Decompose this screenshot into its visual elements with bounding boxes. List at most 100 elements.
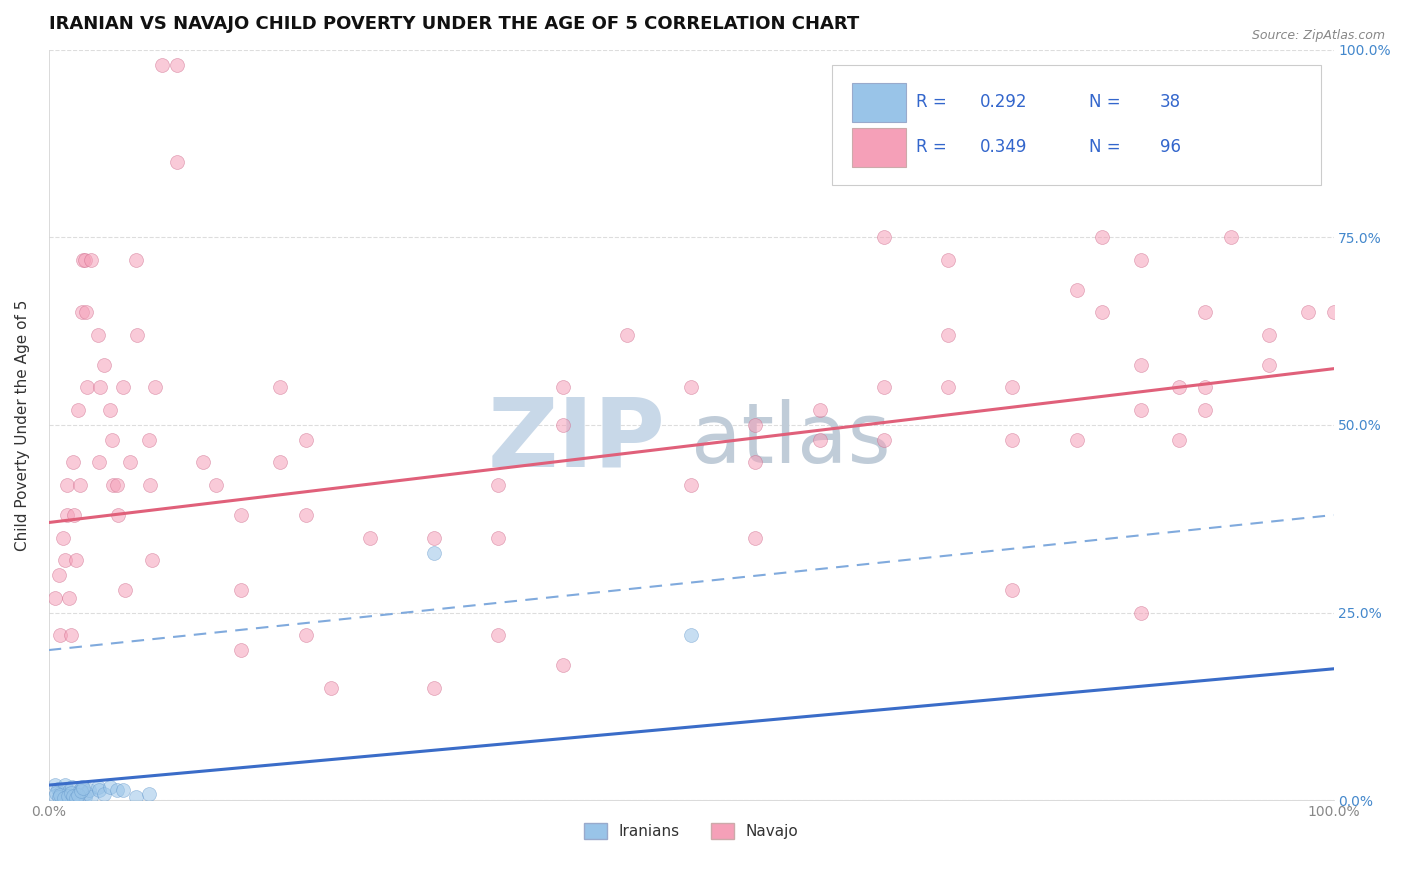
Point [65, 553, 87, 567]
Point [100, 433, 122, 447]
Point [1066, 283, 1088, 297]
Point [359, 531, 381, 545]
Point [89, 380, 111, 394]
Point [62, 455, 84, 469]
Point [321, 681, 343, 695]
Point [55, 778, 77, 792]
Point [127, 327, 149, 342]
Point [1129, 252, 1152, 267]
Point [141, 553, 163, 567]
Point [55, 553, 77, 567]
Point [52, 789, 75, 804]
Point [744, 417, 766, 432]
Point [231, 582, 253, 597]
Point [66, 787, 89, 801]
Point [145, 380, 167, 394]
Point [423, 531, 446, 545]
Point [616, 327, 638, 342]
Point [744, 531, 766, 545]
Point [67, 788, 90, 802]
Point [44, 789, 66, 803]
Point [100, 403, 122, 417]
Point [1001, 433, 1024, 447]
Point [53, 790, 76, 805]
Point [86, 780, 108, 794]
Point [80, 252, 103, 267]
Point [486, 478, 509, 492]
Point [551, 658, 574, 673]
Point [48, 568, 70, 582]
Point [1258, 358, 1281, 372]
Text: R =: R = [915, 138, 952, 156]
Point [681, 380, 703, 394]
Point [49, 788, 72, 802]
Point [1001, 582, 1024, 597]
Point [294, 628, 316, 642]
Text: IRANIAN VS NAVAJO CHILD POVERTY UNDER THE AGE OF 5 CORRELATION CHART: IRANIAN VS NAVAJO CHILD POVERTY UNDER TH… [49, 15, 859, 33]
Point [423, 681, 446, 695]
Point [138, 787, 160, 801]
Point [269, 380, 291, 394]
Point [873, 230, 896, 244]
Point [150, 58, 173, 72]
Point [46, 781, 69, 796]
Text: 96: 96 [1160, 138, 1181, 156]
Point [44, 591, 66, 605]
Point [1296, 305, 1319, 319]
FancyBboxPatch shape [852, 83, 905, 122]
Point [191, 455, 214, 469]
Point [423, 545, 446, 559]
Point [486, 628, 509, 642]
Point [204, 478, 226, 492]
Point [72, 252, 94, 267]
Text: 0.292: 0.292 [980, 94, 1028, 112]
Text: Source: ZipAtlas.com: Source: ZipAtlas.com [1251, 29, 1385, 42]
Point [55, 787, 77, 801]
Point [873, 380, 896, 394]
Point [63, 508, 86, 522]
Point [105, 478, 128, 492]
Legend: Iranians, Navajo: Iranians, Navajo [578, 817, 804, 845]
Point [86, 327, 108, 342]
Point [808, 433, 831, 447]
Point [69, 478, 91, 492]
Point [936, 252, 959, 267]
FancyBboxPatch shape [852, 128, 905, 167]
Point [1168, 433, 1191, 447]
Point [63, 790, 86, 805]
Point [75, 305, 97, 319]
Point [70, 305, 93, 319]
Point [1129, 358, 1152, 372]
Point [59, 786, 82, 800]
Point [45, 786, 67, 800]
Point [125, 790, 148, 805]
Point [77, 783, 100, 797]
Point [56, 789, 79, 804]
Point [49, 628, 72, 642]
Point [100, 780, 122, 794]
Point [70, 784, 93, 798]
Point [73, 790, 96, 805]
Point [1066, 433, 1088, 447]
Text: R =: R = [915, 94, 952, 112]
Point [1322, 305, 1344, 319]
Point [52, 531, 75, 545]
Point [75, 786, 97, 800]
Point [67, 403, 90, 417]
Point [551, 417, 574, 432]
Point [118, 455, 141, 469]
Point [114, 582, 136, 597]
Point [269, 455, 291, 469]
Point [681, 628, 703, 642]
Point [1129, 606, 1152, 620]
Point [1091, 305, 1114, 319]
Point [1258, 327, 1281, 342]
Point [1091, 230, 1114, 244]
Point [72, 781, 94, 796]
Point [231, 643, 253, 657]
Point [101, 478, 124, 492]
Point [936, 327, 959, 342]
Point [166, 58, 188, 72]
Text: atlas: atlas [692, 400, 891, 481]
Point [93, 358, 115, 372]
